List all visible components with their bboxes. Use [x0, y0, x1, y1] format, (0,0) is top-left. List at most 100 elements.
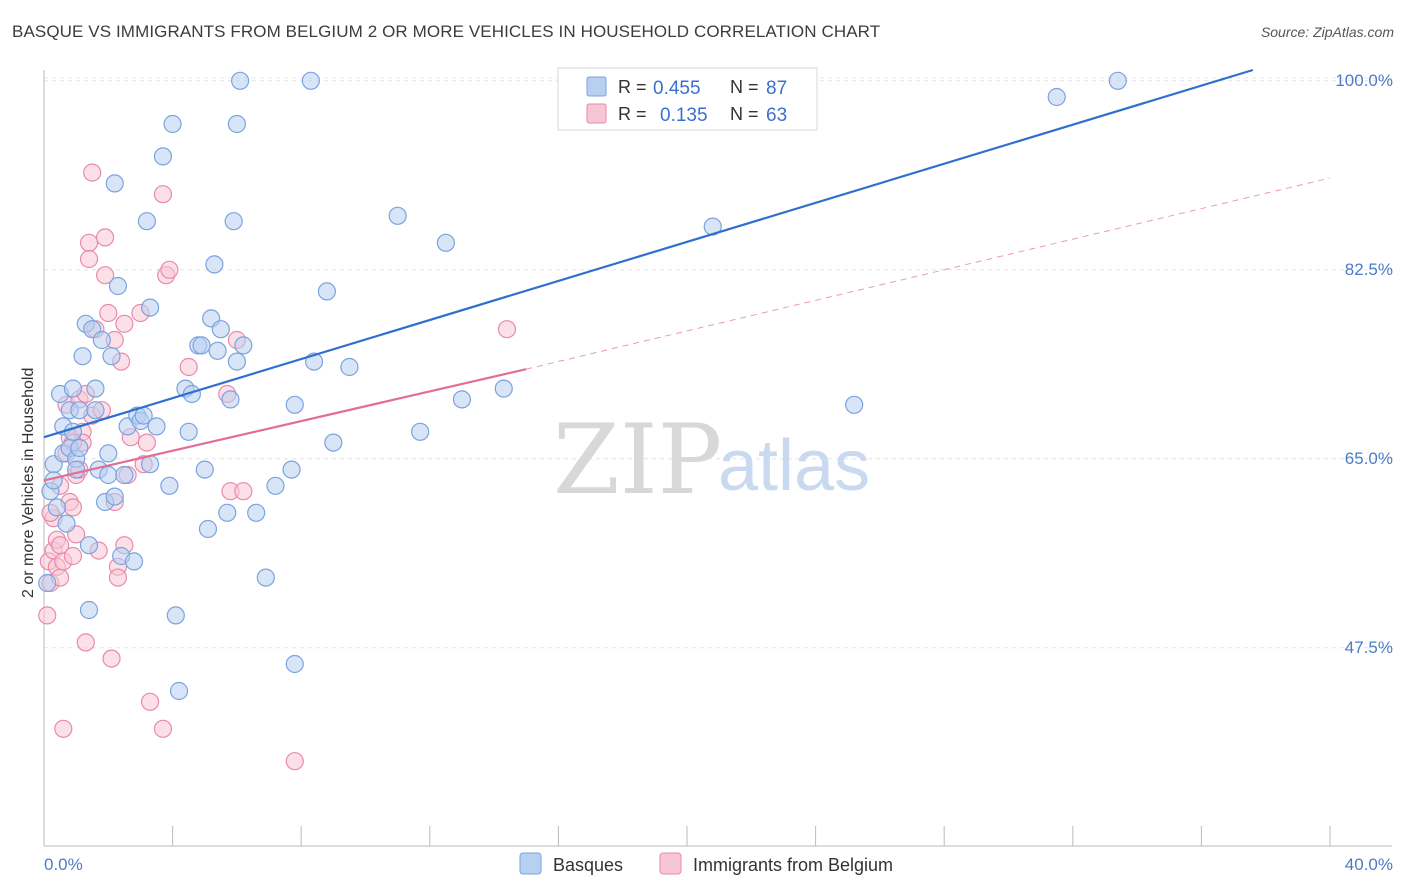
- belgium-point-50: [160, 260, 179, 279]
- y-tick-label-3: 100.0%: [1335, 71, 1393, 90]
- belgium-point-34: [102, 649, 121, 668]
- basques-point-41: [160, 476, 179, 495]
- stat-n-label-basques: N =: [730, 77, 759, 97]
- basques-point-29: [108, 276, 128, 296]
- belgium-point-45: [137, 433, 156, 452]
- basques-point-82: [47, 498, 66, 517]
- stat-r-label-basques: R =: [618, 77, 647, 97]
- basques-point-72: [388, 206, 407, 225]
- stat-r-value-basques: 0.455: [653, 78, 701, 99]
- basques-point-33: [124, 552, 144, 571]
- basques-point-53: [205, 255, 224, 274]
- x-tick-label-max: 40.0%: [1345, 855, 1393, 874]
- grid-lines: [44, 77, 1392, 649]
- basques-point-6: [57, 514, 76, 533]
- basques-point-84: [147, 417, 166, 436]
- watermark-zip: ZIP: [553, 404, 722, 516]
- basques-point-19: [86, 379, 105, 398]
- x-tick-labels: 0.0% 40.0%: [44, 855, 1393, 874]
- basques-point-50: [195, 460, 214, 479]
- belgium-point-51: [179, 357, 198, 377]
- basques-point-81: [38, 573, 57, 593]
- belgium-point-46: [140, 692, 160, 711]
- stats-swatch-belgium: [586, 103, 607, 124]
- legend-label-basques: Basques: [553, 855, 623, 875]
- basques-point-49: [192, 336, 211, 355]
- belgium-point-48: [153, 185, 173, 204]
- belgium-point-23: [76, 633, 95, 652]
- basques-point-56: [218, 503, 237, 522]
- basques-trend-line: [43, 68, 1254, 439]
- basques-point-25: [99, 444, 118, 463]
- basques-point-58: [224, 212, 243, 231]
- stat-r-label-belgium: R =: [618, 104, 647, 124]
- basques-point-17: [79, 600, 99, 620]
- y-tick-label-0: 47.5%: [1345, 638, 1393, 657]
- y-tick-labels: 47.5% 65.0% 82.5% 100.0%: [1335, 71, 1393, 657]
- belgium-trend-line: [43, 368, 527, 482]
- basques-point-76: [494, 379, 513, 398]
- basques-point-44: [169, 681, 189, 701]
- belgium-point-16: [63, 546, 83, 566]
- stat-n-value-basques: 87: [766, 78, 787, 99]
- basques-point-79: [1047, 87, 1066, 107]
- y-tick-label-1: 65.0%: [1345, 449, 1393, 468]
- basques-points: [38, 71, 1127, 701]
- belgium-point-32: [95, 228, 115, 247]
- basques-point-39: [140, 298, 160, 317]
- basques-point-57: [221, 390, 240, 409]
- basques-point-70: [317, 282, 337, 301]
- basques-point-60: [227, 114, 246, 134]
- basques-point-43: [166, 606, 185, 625]
- basques-point-74: [436, 233, 455, 252]
- basques-point-20: [86, 401, 105, 420]
- stat-r-value-belgium: 0.135: [660, 105, 708, 126]
- belgium-point-33: [99, 303, 118, 323]
- x-tick-label-min: 0.0%: [44, 855, 83, 874]
- belgium-point-57: [497, 320, 517, 339]
- stat-n-value-belgium: 63: [766, 105, 787, 126]
- basques-point-24: [99, 465, 118, 485]
- bottom-legend: Basques Immigrants from Belgium: [519, 852, 893, 875]
- belgium-point-55: [234, 482, 253, 501]
- basques-point-75: [452, 390, 472, 409]
- stats-legend-box: R = 0.455 N = 87 R = 0.135 N = 63: [557, 67, 818, 131]
- stats-swatch-basques: [586, 76, 607, 97]
- basques-point-37: [137, 212, 156, 231]
- basques-point-10: [63, 379, 83, 398]
- basques-point-67: [285, 654, 304, 674]
- legend-swatch-basques: [519, 852, 542, 875]
- basques-point-63: [247, 503, 266, 522]
- basques-point-73: [411, 422, 430, 441]
- y-axis-title: 2 or more Vehicles in Household: [20, 368, 37, 598]
- basques-point-86: [324, 433, 343, 452]
- basques-point-54: [208, 341, 227, 360]
- basques-point-27: [105, 174, 124, 193]
- trend-lines: [43, 68, 1331, 482]
- basques-point-65: [282, 460, 301, 479]
- basques-point-46: [179, 422, 198, 441]
- basques-point-13: [70, 401, 89, 420]
- basques-point-71: [340, 357, 359, 377]
- legend-swatch-belgium: [659, 852, 682, 875]
- belgium-point-24: [79, 233, 99, 252]
- belgium-point-56: [285, 752, 304, 771]
- basques-point-59: [227, 352, 246, 371]
- basques-point-31: [115, 465, 134, 485]
- basques-point-85: [266, 476, 285, 495]
- basques-point-42: [163, 114, 182, 134]
- belgium-point-9: [54, 719, 73, 738]
- basques-point-78: [845, 395, 864, 414]
- basques-point-64: [256, 568, 275, 587]
- basques-point-55: [211, 320, 230, 339]
- basques-point-66: [285, 395, 304, 414]
- belgium-point-59: [50, 536, 70, 555]
- axes: [43, 70, 1392, 847]
- belgium-point-15: [63, 498, 83, 517]
- belgium-point-26: [83, 163, 102, 182]
- basques-point-14: [73, 347, 92, 366]
- stat-n-label-belgium: N =: [730, 104, 759, 124]
- belgium-point-37: [108, 568, 128, 587]
- basques-point-80: [1108, 71, 1127, 90]
